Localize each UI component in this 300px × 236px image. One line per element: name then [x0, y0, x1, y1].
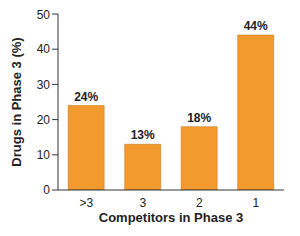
svg-text:50: 50 — [37, 8, 51, 22]
svg-text:Drugs in Phase 3 (%): Drugs in Phase 3 (%) — [9, 37, 24, 166]
svg-text:20: 20 — [37, 113, 51, 127]
svg-text:44%: 44% — [244, 19, 268, 33]
svg-text:10: 10 — [37, 148, 51, 162]
svg-text:0: 0 — [43, 183, 50, 197]
svg-text:2: 2 — [196, 196, 203, 210]
svg-text:18%: 18% — [187, 111, 211, 125]
svg-text:1: 1 — [252, 196, 259, 210]
svg-text:24%: 24% — [74, 90, 98, 104]
svg-text:13%: 13% — [131, 128, 155, 142]
svg-text:>3: >3 — [79, 196, 93, 210]
svg-text:30: 30 — [37, 78, 51, 92]
svg-text:40: 40 — [37, 42, 51, 56]
svg-text:Competitors in Phase 3: Competitors in Phase 3 — [99, 210, 243, 225]
svg-text:3: 3 — [139, 196, 146, 210]
